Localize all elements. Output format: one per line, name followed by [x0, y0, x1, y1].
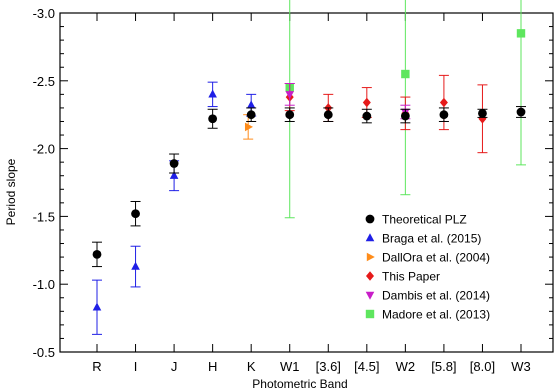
data-point	[208, 114, 218, 124]
y-tick-label: -2.0	[33, 142, 55, 157]
y-axis-ticks: -0.5 -1.0 -1.5 -2.0 -2.5 -3.0	[33, 6, 553, 360]
legend-label: Madore et al. (2013)	[382, 308, 490, 322]
data-point	[439, 110, 449, 120]
series-layer	[92, 0, 526, 335]
x-tick-label: [4.5]	[354, 359, 379, 374]
legend-label: Theoretical PLZ	[382, 213, 467, 227]
legend-item: DallOra et al. (2004)	[366, 251, 490, 265]
data-point	[323, 110, 333, 120]
x-tick-label: H	[208, 359, 217, 374]
legend-item: Dambis et al. (2014)	[365, 289, 490, 303]
series-theoretical-plz	[92, 106, 526, 268]
legend-marker	[365, 291, 375, 300]
x-tick-label: [3.6]	[316, 359, 341, 374]
legend-marker	[365, 214, 375, 224]
legend: Theoretical PLZ Braga et al. (2015) DallOr…	[365, 213, 490, 322]
x-tick-label: W1	[280, 359, 300, 374]
legend-label: This Paper	[382, 270, 440, 284]
legend-marker	[366, 271, 374, 281]
series-braga-et-al-2015	[92, 81, 257, 335]
y-tick-label: -2.5	[33, 74, 55, 89]
x-tick-label: K	[247, 359, 256, 374]
data-point	[285, 91, 295, 100]
series-dambis-et-al-2014	[284, 83, 411, 120]
data-point	[478, 108, 487, 118]
x-tick-label: W3	[511, 359, 531, 374]
x-tick-label: J	[171, 359, 178, 374]
y-tick-label: -1.5	[33, 209, 55, 224]
legend-item: Theoretical PLZ	[365, 213, 467, 227]
legend-item: This Paper	[366, 270, 440, 284]
data-point	[362, 97, 371, 108]
data-point	[244, 122, 253, 132]
legend-marker	[365, 309, 375, 319]
y-tick-label: -1.0	[33, 277, 55, 292]
y-tick-label: -0.5	[33, 345, 55, 360]
data-point	[131, 209, 140, 219]
data-point	[516, 107, 526, 117]
data-point	[285, 110, 295, 120]
data-point	[169, 170, 179, 179]
x-axis-title: Photometric Band	[252, 377, 347, 391]
x-axis-ticks: R I J H K W1 [3.6] [4.5] W2 [5.8] [8.0] W3	[92, 13, 531, 374]
legend-label: Braga et al. (2015)	[382, 232, 481, 246]
legend-marker	[365, 233, 375, 242]
x-tick-label: W2	[396, 359, 416, 374]
plot-border	[59, 12, 554, 353]
data-point	[439, 97, 448, 108]
y-tick-label: -3.0	[33, 6, 55, 21]
data-point	[92, 302, 102, 311]
data-point	[169, 159, 179, 168]
data-point	[92, 249, 102, 259]
legend-item: Braga et al. (2015)	[365, 232, 481, 246]
legend-label: Dambis et al. (2014)	[382, 289, 490, 303]
legend-marker	[366, 252, 375, 262]
data-point	[400, 111, 410, 121]
data-point	[131, 261, 140, 270]
data-point	[246, 100, 256, 109]
data-point	[246, 110, 256, 120]
data-point	[208, 89, 217, 98]
data-point	[516, 29, 526, 38]
legend-item: Madore et al. (2013)	[365, 308, 490, 322]
data-point	[401, 69, 410, 79]
series-this-paper	[284, 74, 488, 154]
x-tick-label: I	[134, 359, 138, 374]
y-axis-title: Period slope	[4, 158, 18, 225]
plot-frame	[59, 12, 554, 353]
x-tick-label: [5.8]	[431, 359, 456, 374]
data-point	[362, 111, 372, 121]
x-tick-label: [8.0]	[470, 359, 495, 374]
legend-label: DallOra et al. (2004)	[382, 251, 490, 265]
x-tick-label: R	[92, 359, 101, 374]
